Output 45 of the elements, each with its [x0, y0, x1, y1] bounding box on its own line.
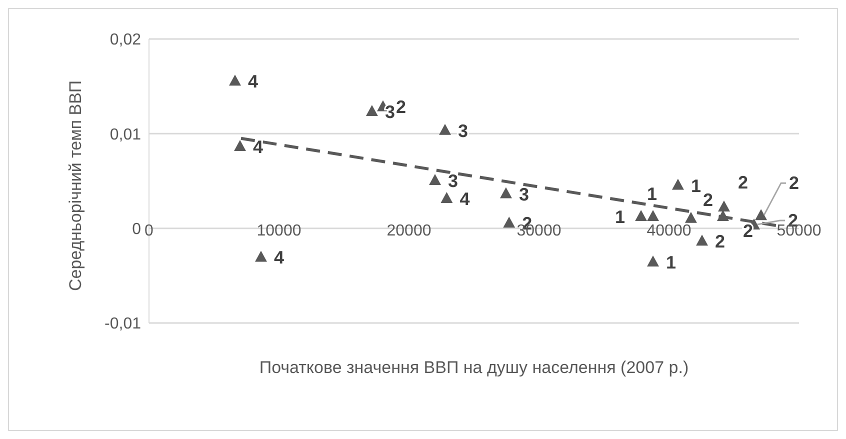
x-tick-label: 40000: [646, 222, 692, 240]
point: [755, 209, 768, 220]
annotation: 2: [702, 190, 713, 210]
annotation: 4: [274, 248, 284, 268]
point: [503, 216, 516, 228]
y-tick-label: -0,01: [104, 316, 142, 333]
point: [254, 250, 267, 262]
annotation: 1: [615, 207, 626, 228]
annotation: 2: [715, 232, 726, 252]
point: [672, 178, 684, 190]
point: [647, 255, 660, 266]
annotation: 2: [742, 221, 753, 242]
annotation: 1: [666, 252, 676, 272]
annotation: 3: [384, 102, 395, 122]
point: [716, 210, 729, 222]
point: [228, 74, 241, 86]
point: [440, 192, 453, 204]
point: [439, 124, 452, 135]
annotation: 3: [458, 120, 468, 141]
point: [366, 104, 378, 116]
x-axis-title: Початкове значення ВВП на душу населення (2007 р.): [259, 358, 689, 377]
x-tick-label: 20000: [386, 222, 432, 240]
point: [429, 174, 441, 186]
annotation: 1: [647, 184, 658, 204]
y-tick-label: 0,02: [110, 32, 142, 49]
annotation: 1: [690, 176, 701, 196]
x-tick-label: 10000: [256, 222, 302, 240]
annotation: 4: [460, 189, 470, 210]
annotation: 3: [448, 171, 458, 192]
annotation: 4: [253, 136, 264, 157]
point: [234, 140, 246, 151]
annotation: 2: [738, 172, 748, 193]
annotation: 3: [518, 184, 529, 204]
x-tick-label: 0: [144, 222, 154, 240]
point: [696, 234, 708, 246]
point: [684, 212, 697, 223]
point: [718, 200, 730, 212]
annotation: 2: [789, 173, 800, 194]
point: [635, 210, 648, 222]
annotation: 2: [396, 97, 406, 118]
point: [500, 187, 512, 198]
point: [647, 210, 660, 222]
y-tick-label: 0,01: [110, 126, 142, 144]
annotation: 4: [248, 72, 258, 92]
y-axis-title: Середньорічний темп ВВП: [66, 80, 86, 291]
